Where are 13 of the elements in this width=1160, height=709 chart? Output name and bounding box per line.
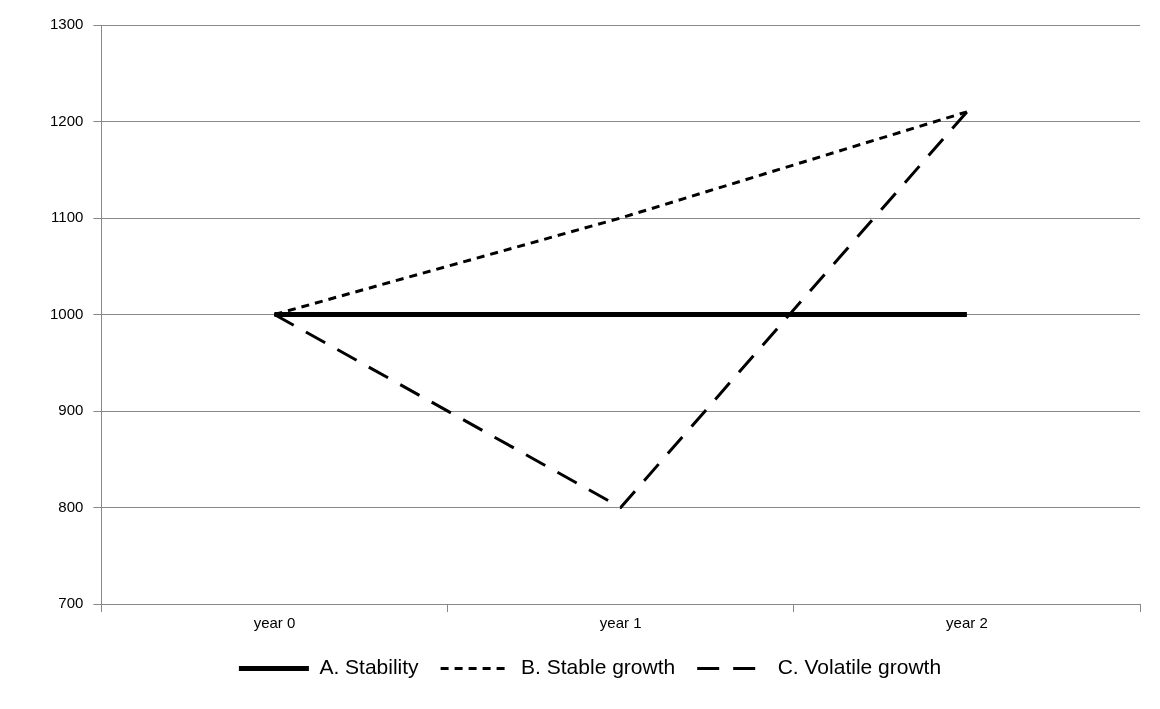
x-tick-label: year 2 xyxy=(946,614,988,632)
y-tick-label: 800 xyxy=(58,497,84,515)
legend-label: B. Stable growth xyxy=(521,655,676,679)
legend-label: C. Volatile growth xyxy=(777,655,942,679)
y-tick-label: 1300 xyxy=(49,15,84,33)
x-tick-label: year 1 xyxy=(599,614,642,632)
y-tick-label: 1100 xyxy=(51,208,84,226)
y-tick-label: 1000 xyxy=(49,304,84,322)
y-tick-label: 900 xyxy=(58,401,84,419)
y-tick-label: 700 xyxy=(58,594,84,612)
x-tick-label: year 0 xyxy=(253,614,296,632)
legend-label: A. Stability xyxy=(319,655,420,679)
y-tick-label: 1200 xyxy=(49,111,84,129)
